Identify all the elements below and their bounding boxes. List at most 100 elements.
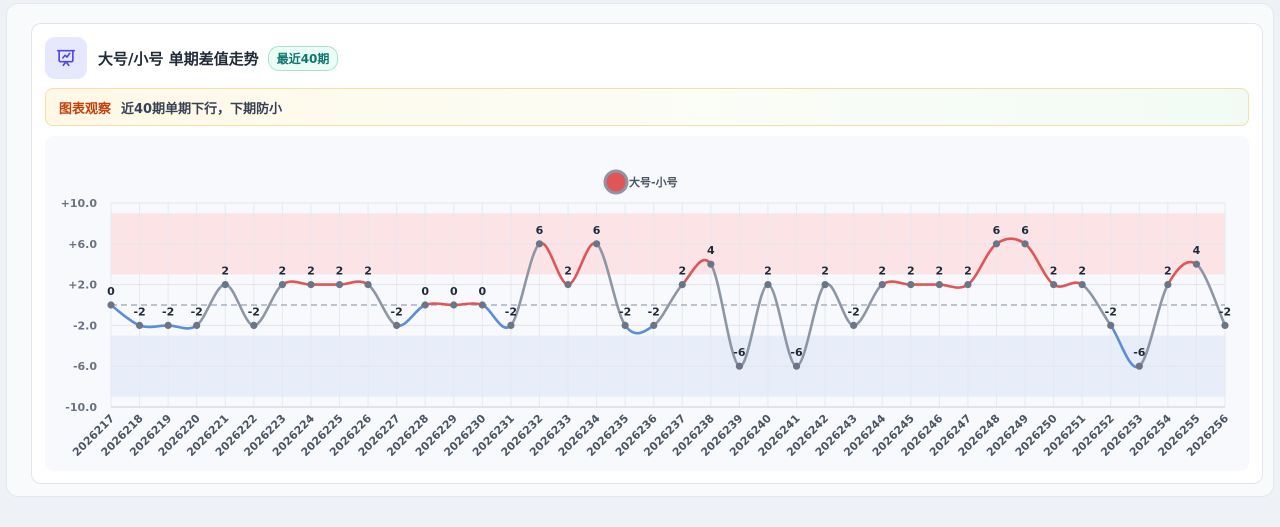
data-point [992,240,1001,248]
series-line-segment [509,242,541,327]
data-point [650,321,658,329]
data-point [907,281,915,289]
data-label: 6 [993,224,1001,237]
data-label: 2 [936,265,944,278]
data-point [792,362,801,370]
data-point [678,281,686,289]
data-point [450,301,458,309]
y-tick-label: -10.0 [65,401,97,414]
data-point [964,281,972,289]
data-label: 2 [878,265,886,278]
series-line-segment [1195,262,1227,327]
data-label: 2 [564,265,572,278]
data-label: 2 [1078,265,1086,278]
data-point [1021,240,1029,248]
legend-label: 大号-小号 [629,175,678,189]
presentation-chart-icon [45,37,87,79]
data-label: 2 [678,265,686,278]
data-label: 0 [107,285,115,298]
insight-text: 近40期单期下行，下期防小 [121,101,283,117]
data-label: 2 [307,265,315,278]
series-line-segment [1138,283,1170,368]
data-point [764,281,772,289]
data-point [421,301,429,309]
data-label: 2 [907,265,915,278]
insight-banner: 图表观察 近40期单期下行，下期防小 [45,88,1249,126]
data-point [592,240,601,248]
data-label: 2 [364,265,372,278]
data-label: -2 [648,305,660,318]
data-point [1221,321,1229,329]
data-label: 2 [336,265,344,278]
data-label: -2 [133,305,145,318]
data-label: 4 [707,244,715,257]
data-label: -2 [1219,305,1231,318]
data-label: 2 [221,265,229,278]
data-point [1135,362,1143,370]
data-label: -2 [191,305,203,318]
data-label: -2 [391,305,403,318]
data-label: 6 [1021,224,1029,237]
data-label: -2 [248,305,260,318]
data-point [364,281,372,289]
data-point [878,281,886,289]
data-point [935,281,943,289]
trend-card: 大号/小号 单期差值走势 最近40期 图表观察 近40期单期下行，下期防小 +1… [31,23,1263,484]
data-label: 0 [421,285,429,298]
series-line-segment [452,302,484,307]
data-label: -2 [1105,305,1117,318]
data-point [278,281,286,289]
trend-chart: +10.0 +6.0 +2.0 -2.0 -6.0 -10.0 大号-小号 0 -2 -2 -2 2 -… [61,169,1231,459]
data-point [250,321,258,329]
y-tick-label: -6.0 [73,360,97,373]
data-point [535,240,544,248]
data-point [707,260,715,268]
series-line-segment [138,324,170,329]
data-point [107,301,115,309]
y-tick-label: +2.0 [68,279,97,292]
data-point [1164,281,1172,289]
data-point [193,321,201,329]
page-frame: 大号/小号 单期差值走势 最近40期 图表观察 近40期单期下行，下期防小 +1… [6,3,1274,497]
y-tick-label: -2.0 [73,319,97,332]
series-line-segment [623,324,656,335]
data-point [307,281,315,289]
insight-label: 图表观察 [59,101,112,117]
card-title: 大号/小号 单期差值走势 [98,49,259,68]
data-label: 0 [450,285,458,298]
data-point [135,321,144,329]
data-label: -6 [733,346,746,359]
chart-area: +10.0 +6.0 +2.0 -2.0 -6.0 -10.0 大号-小号 0 -2 -2 -2 2 -… [45,136,1249,471]
data-label: -2 [848,305,860,318]
data-point [821,281,829,289]
data-point [735,362,744,370]
data-point [564,281,572,289]
data-point [621,321,629,329]
series-line-segment [595,242,627,327]
data-label: 2 [964,265,972,278]
data-label: -2 [619,305,631,318]
data-label: 2 [764,265,772,278]
data-point [507,321,515,329]
data-label: -6 [1133,346,1146,359]
data-point [1050,281,1058,289]
card-header: 大号/小号 单期差值走势 最近40期 [45,37,339,79]
data-point [1107,321,1115,329]
data-label: -2 [505,305,517,318]
data-label: 2 [279,265,287,278]
y-tick-label: +6.0 [68,238,97,251]
data-label: 4 [1193,244,1201,257]
data-label: -6 [790,346,803,359]
data-label: -2 [162,305,174,318]
data-point [478,301,486,309]
y-tick-label: +10.0 [61,197,98,210]
series-line-segment [423,302,456,307]
data-point [335,281,344,289]
data-point [850,321,858,329]
data-label: 0 [479,285,487,298]
legend-marker [603,169,629,195]
data-label: 2 [1050,265,1058,278]
data-point [164,321,172,329]
data-point [1192,260,1201,268]
data-point [1078,281,1086,289]
